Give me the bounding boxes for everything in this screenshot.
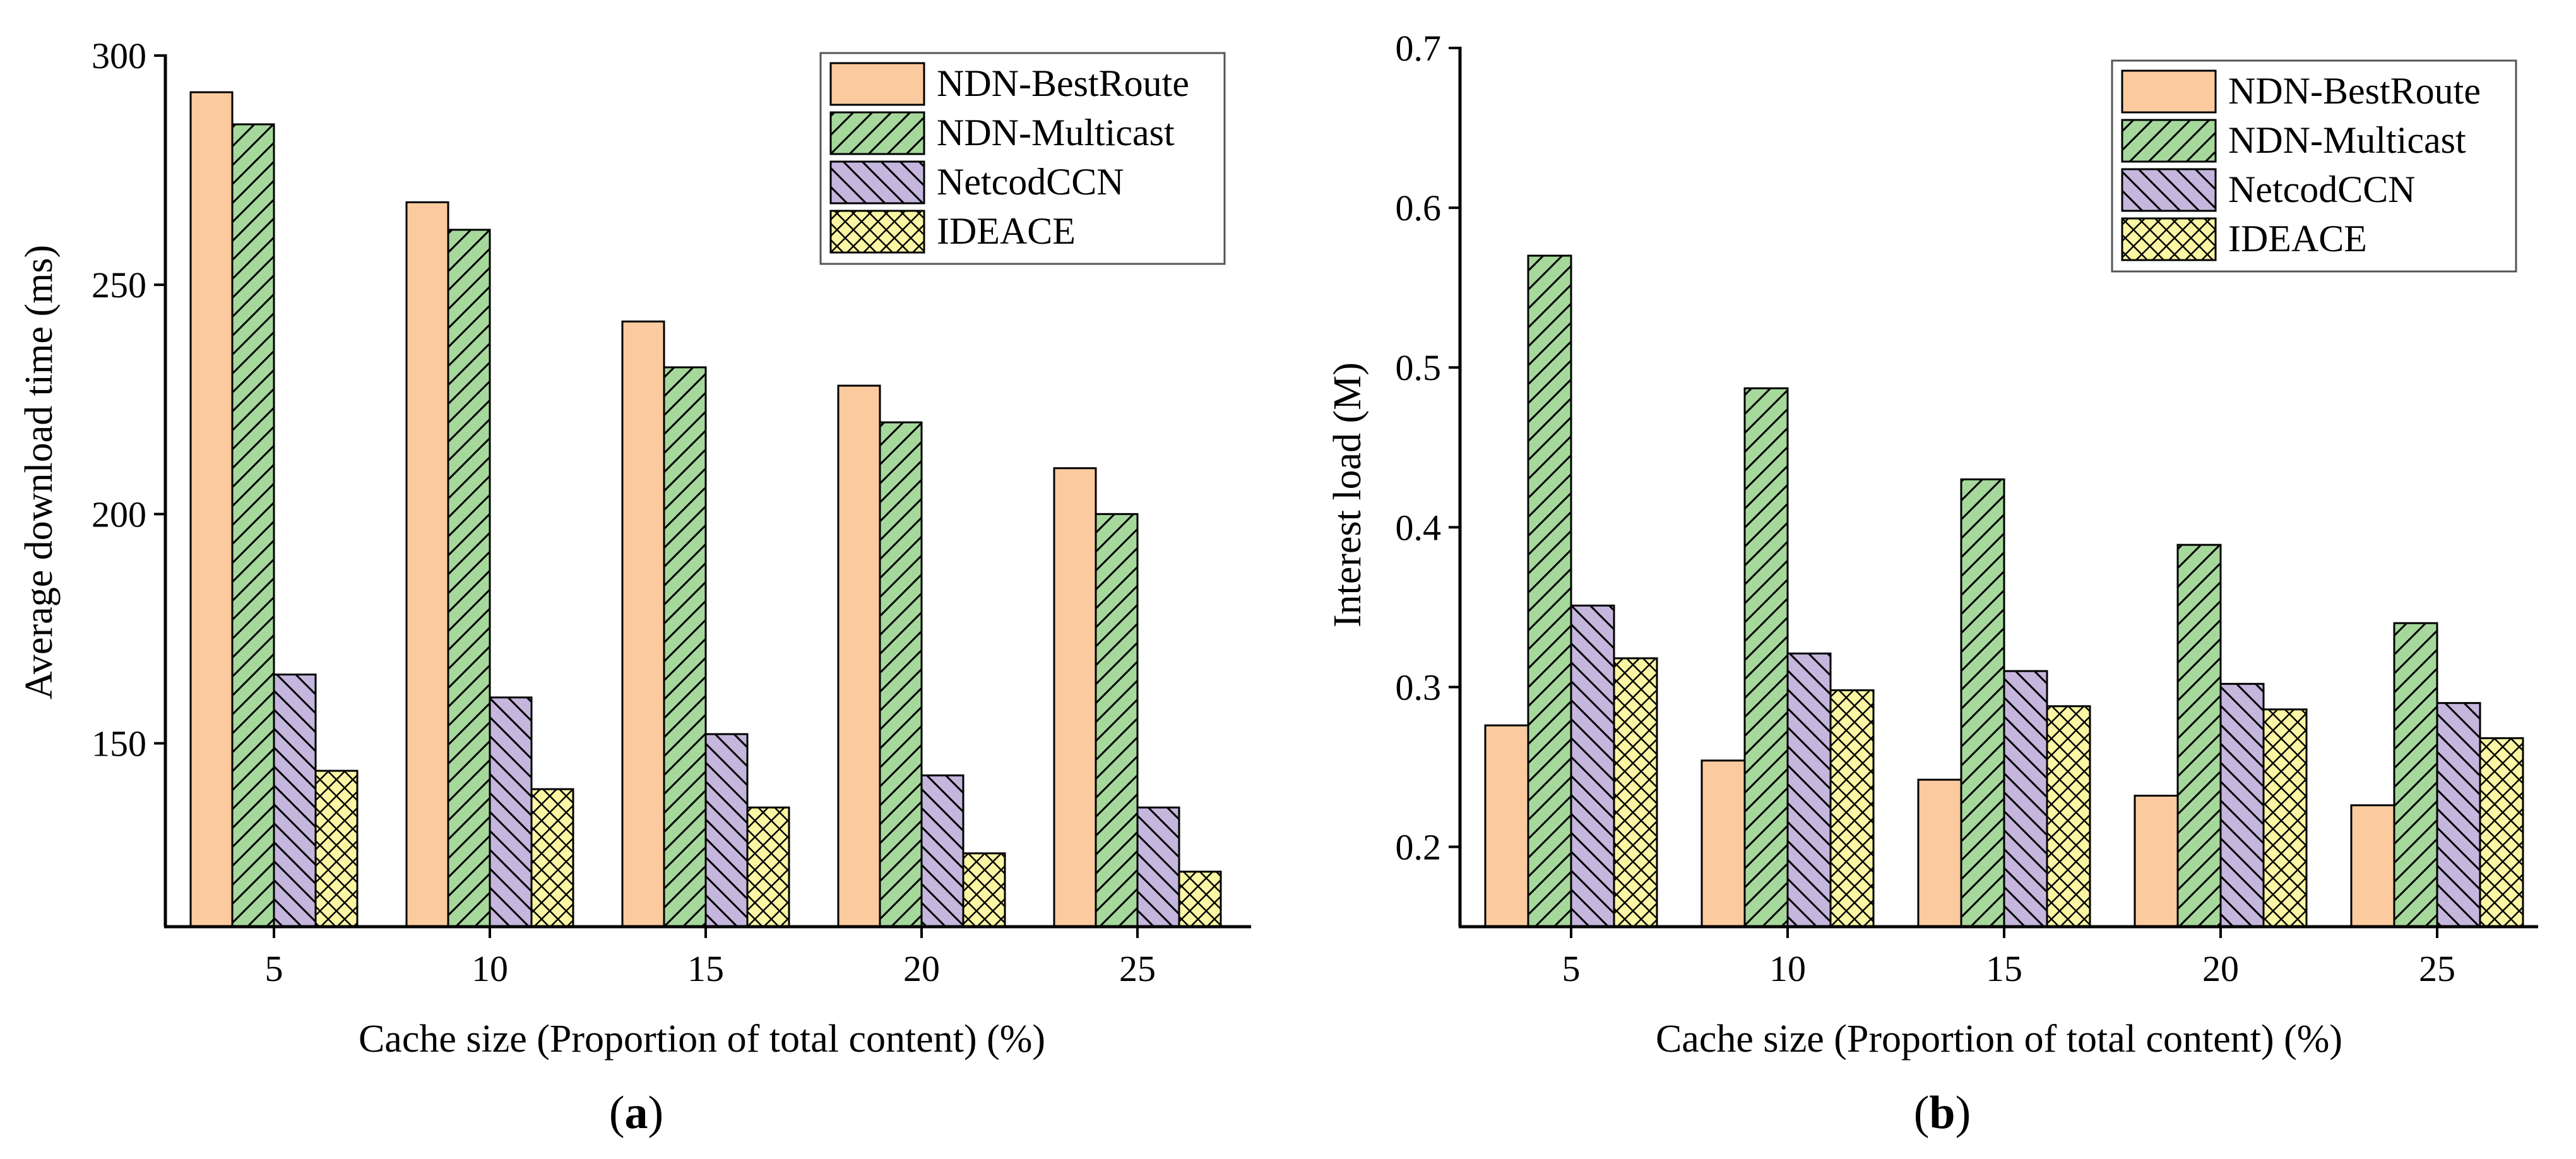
x-axis-label-a: Cache size (Proportion of total content)… xyxy=(359,1018,1045,1061)
bar-ndn-multicast-10 xyxy=(447,229,491,928)
bar-ideace-20 xyxy=(2262,708,2308,928)
bar-ideace-20 xyxy=(962,852,1006,928)
legend-label-netcodccn: NetcodCCN xyxy=(2228,169,2416,210)
x-tick-label: 20 xyxy=(903,948,940,989)
legend-swatch-netcodccn xyxy=(2121,168,2217,212)
bar-ndn-multicast-5 xyxy=(1527,254,1572,928)
panel-label-b: (b) xyxy=(1914,1087,1971,1139)
bar-ndn-bestroute-5 xyxy=(189,91,234,928)
y-tick-label: 0.7 xyxy=(1396,28,1442,69)
y-tick-label: 0.5 xyxy=(1396,347,1442,388)
panel-label-a: (a) xyxy=(609,1087,663,1139)
bar-ndn-bestroute-15 xyxy=(1917,778,1962,928)
y-tick-label: 0.3 xyxy=(1396,667,1442,708)
bar-netcodccn-10 xyxy=(1786,652,1832,928)
y-tick-label: 0.2 xyxy=(1396,826,1442,867)
y-tick-label: 200 xyxy=(92,494,146,535)
panel-letter-a: a xyxy=(625,1087,648,1139)
legend-a: NDN-BestRoute NDN-Multicast NetcodCCN IDEAC… xyxy=(819,52,1226,265)
bar-netcodccn-25 xyxy=(1136,806,1180,928)
legend-swatch-ndn-bestroute xyxy=(2121,69,2217,114)
x-tick-label: 10 xyxy=(1769,948,1806,989)
legend-label-ideace: IDEACE xyxy=(2228,218,2367,259)
legend-swatch-ndn-multicast xyxy=(829,111,925,155)
legend-b: NDN-BestRoute NDN-Multicast NetcodCCN IDEAC… xyxy=(2111,59,2517,273)
bar-ndn-bestroute-10 xyxy=(405,201,449,928)
bar-netcodccn-15 xyxy=(704,733,749,928)
bar-ideace-5 xyxy=(1613,657,1658,928)
bar-netcodccn-5 xyxy=(1570,604,1615,928)
bar-ndn-multicast-20 xyxy=(2176,544,2222,928)
chart-b: 0.2 0.3 0.4 0.5 0.6 0.7 5 10 15 20 25 Interest lo… xyxy=(1326,28,2538,1139)
legend-swatch-netcodccn xyxy=(829,160,925,205)
x-axis-label-b: Cache size (Proportion of total content)… xyxy=(1656,1018,2342,1061)
y-axis-label-a: Average download time (ms) xyxy=(18,245,61,699)
chart-a: 150 200 250 300 5 10 15 20 25 Average download … xyxy=(18,35,1251,1139)
bar-ndn-bestroute-25 xyxy=(2350,804,2395,928)
bar-ndn-bestroute-25 xyxy=(1053,467,1097,928)
y-tick-label: 150 xyxy=(92,723,146,764)
bar-ndn-multicast-25 xyxy=(1095,513,1139,928)
bar-ideace-10 xyxy=(1829,689,1875,928)
legend-swatch-ideace xyxy=(829,210,925,254)
bar-ndn-bestroute-10 xyxy=(1701,759,1746,928)
bar-netcodccn-20 xyxy=(2219,682,2265,928)
bar-ndn-multicast-20 xyxy=(879,421,923,928)
legend-label-ndn-bestroute: NDN-BestRoute xyxy=(2228,70,2481,112)
bar-ndn-bestroute-5 xyxy=(1484,724,1529,928)
legend-swatch-ideace xyxy=(2121,217,2217,261)
y-tick-label: 0.4 xyxy=(1396,507,1442,548)
legend-label-netcodccn: NetcodCCN xyxy=(937,161,1124,203)
bar-netcodccn-5 xyxy=(273,674,317,928)
legend-swatch-ndn-bestroute xyxy=(829,62,925,106)
bar-netcodccn-10 xyxy=(489,696,533,928)
legend-label-ndn-multicast: NDN-Multicast xyxy=(937,112,1175,153)
x-tick-label: 20 xyxy=(2202,948,2239,989)
legend-swatch-ndn-multicast xyxy=(2121,119,2217,163)
x-tick-label: 5 xyxy=(265,948,283,989)
bar-ndn-bestroute-20 xyxy=(2134,794,2179,928)
x-tick-label: 15 xyxy=(687,948,724,989)
y-axis-label-b: Interest load (M) xyxy=(1326,362,1369,627)
panel-letter-b: b xyxy=(1929,1087,1955,1139)
bar-ndn-bestroute-20 xyxy=(837,384,881,928)
bar-ndn-multicast-10 xyxy=(1743,387,1789,928)
x-tick-label: 25 xyxy=(2419,948,2455,989)
bars-a xyxy=(189,91,1222,928)
legend-label-ideace: IDEACE xyxy=(937,210,1076,252)
legend-label-ndn-multicast: NDN-Multicast xyxy=(2228,119,2466,161)
axes-a xyxy=(163,54,1251,929)
y-tick-label: 0.6 xyxy=(1396,187,1442,229)
y-ticks-b: 0.2 0.3 0.4 0.5 0.6 0.7 xyxy=(1396,28,1460,867)
bar-ideace-25 xyxy=(1178,871,1222,928)
bar-netcodccn-20 xyxy=(920,774,965,928)
bar-ndn-multicast-25 xyxy=(2393,622,2438,928)
x-ticks-b: 5 10 15 20 25 xyxy=(1562,927,2455,989)
bar-netcodccn-25 xyxy=(2436,702,2481,928)
bar-netcodccn-15 xyxy=(2003,670,2048,928)
x-tick-label: 25 xyxy=(1119,948,1156,989)
bar-ideace-10 xyxy=(530,788,574,928)
bar-ndn-multicast-15 xyxy=(1960,478,2005,928)
x-ticks-a: 5 10 15 20 25 xyxy=(265,927,1156,989)
x-tick-label: 15 xyxy=(1986,948,2022,989)
bar-ndn-bestroute-15 xyxy=(621,320,665,928)
legend-label-ndn-bestroute: NDN-BestRoute xyxy=(937,62,1189,104)
x-tick-label: 10 xyxy=(472,948,508,989)
bar-ideace-5 xyxy=(314,770,359,928)
x-tick-label: 5 xyxy=(1562,948,1581,989)
bar-ideace-15 xyxy=(2046,705,2091,928)
bar-ideace-25 xyxy=(2479,737,2524,928)
y-tick-label: 300 xyxy=(92,35,146,76)
bars-b xyxy=(1484,254,2524,928)
bar-ndn-multicast-5 xyxy=(231,123,275,928)
bar-ndn-multicast-15 xyxy=(663,366,707,928)
y-tick-label: 250 xyxy=(92,264,146,306)
axes-b xyxy=(1458,47,2538,929)
y-ticks-a: 150 200 250 300 xyxy=(92,35,165,764)
bar-ideace-15 xyxy=(746,806,790,928)
